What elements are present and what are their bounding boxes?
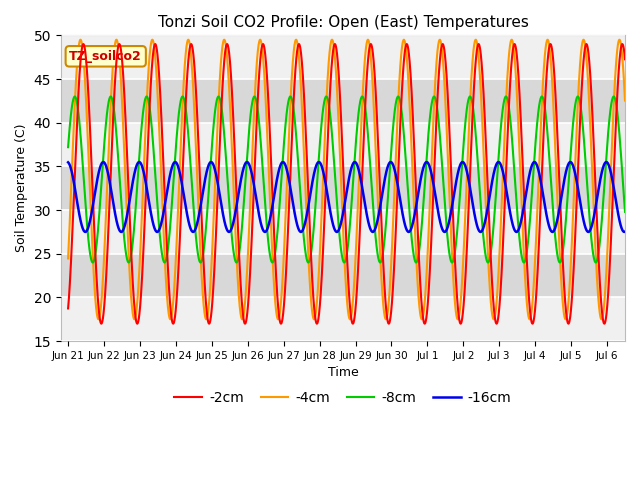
-2cm [621,56,629,62]
-2cm [133,321,141,326]
-2cm [568,288,576,294]
-4cm [64,255,72,261]
-16cm [621,229,629,235]
-8cm [220,126,228,132]
-2cm [220,64,228,70]
-2cm [411,156,419,162]
-4cm [598,316,605,322]
-8cm [411,258,419,264]
-8cm [196,260,204,265]
-16cm [207,159,215,165]
-8cm [64,144,72,150]
Bar [61,298,625,341]
-2cm [64,306,72,312]
-8cm [184,121,191,127]
-8cm [621,207,628,213]
Bar [61,167,625,210]
-16cm [621,229,628,235]
Title: Tonzi Soil CO2 Profile: Open (East) Temperatures: Tonzi Soil CO2 Profile: Open (East) Temp… [157,15,529,30]
-2cm [401,48,409,54]
-16cm [64,159,72,165]
Text: TZ_soilco2: TZ_soilco2 [69,50,142,63]
-16cm [220,215,228,221]
Bar [61,79,625,123]
-4cm [568,231,576,237]
-4cm [220,37,228,43]
-2cm [621,55,628,60]
-4cm [401,39,409,45]
Y-axis label: Soil Temperature (C): Soil Temperature (C) [15,124,28,252]
-8cm [568,128,576,134]
-4cm [411,221,419,227]
-16cm [411,211,419,217]
Bar [61,254,625,298]
-8cm [621,209,629,215]
-8cm [394,94,402,99]
-2cm [511,41,518,47]
-4cm [621,98,629,104]
-4cm [220,37,227,43]
Bar [61,210,625,254]
Bar [61,36,625,79]
-4cm [621,95,628,100]
-16cm [184,213,191,219]
Line: -8cm: -8cm [68,96,625,263]
-8cm [401,148,409,154]
-4cm [184,38,191,44]
-16cm [584,229,592,235]
X-axis label: Time: Time [328,366,358,379]
Bar [61,123,625,167]
-2cm [184,68,191,74]
-16cm [401,222,409,228]
Legend: -2cm, -4cm, -8cm, -16cm: -2cm, -4cm, -8cm, -16cm [169,385,517,411]
Line: -4cm: -4cm [68,40,625,319]
-16cm [568,161,576,167]
Line: -16cm: -16cm [68,162,625,232]
Line: -2cm: -2cm [68,44,625,324]
